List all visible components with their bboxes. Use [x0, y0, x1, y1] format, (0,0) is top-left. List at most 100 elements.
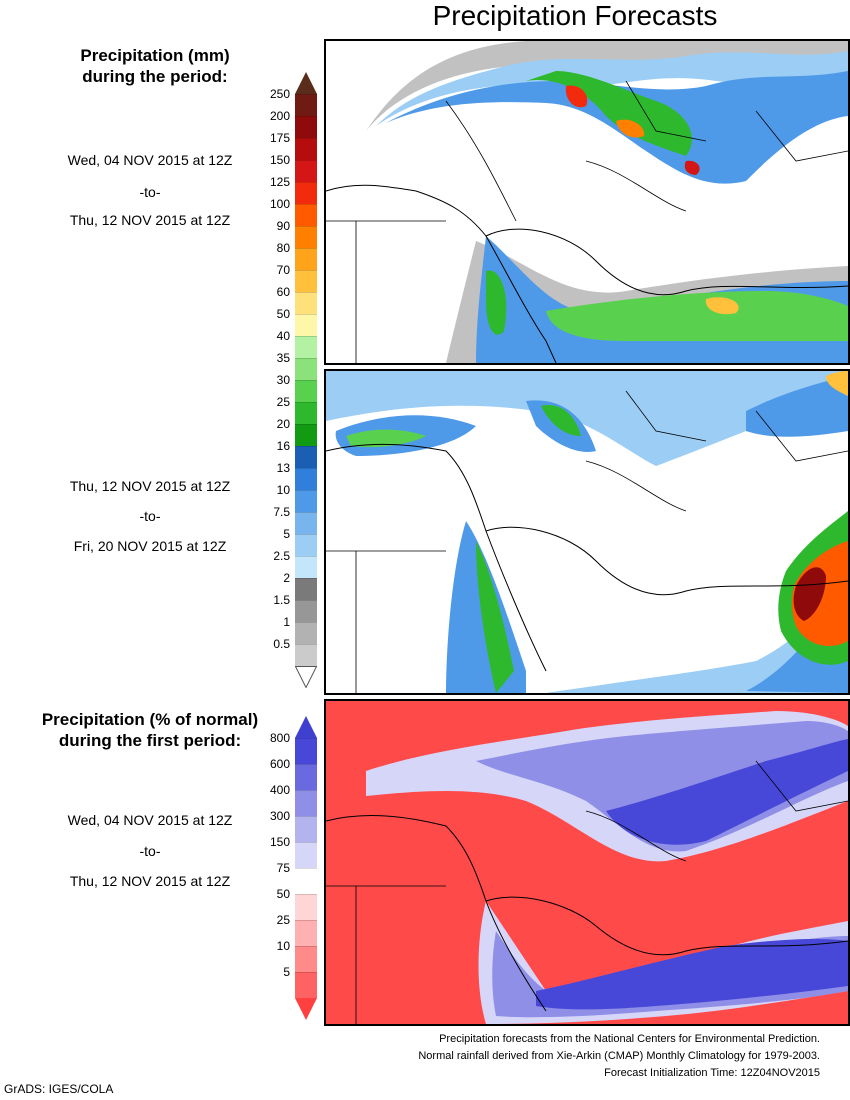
precip-map-period1 — [324, 39, 850, 365]
percent-legend-heading-line2: during the first period: — [58, 731, 242, 750]
legend-color-cell — [295, 490, 317, 512]
percent-normal-map — [324, 699, 850, 1026]
period3-start: Wed, 04 NOV 2015 at 12Z — [67, 812, 233, 828]
legend-color-cell — [295, 920, 317, 946]
legend-tick-label: 25 — [276, 913, 290, 927]
legend-tick-label: 35 — [276, 351, 290, 365]
footer-source-line: Precipitation forecasts from the Nationa… — [439, 1033, 820, 1045]
legend-color-cell — [295, 336, 317, 358]
legend-tick-label: 2 — [283, 571, 290, 585]
legend-tick-label: 10 — [276, 939, 290, 953]
legend-tick-label: 250 — [269, 87, 290, 101]
legend-color-cell — [295, 248, 317, 270]
legend-color-cell — [295, 972, 317, 998]
period1-end: Thu, 12 NOV 2015 at 12Z — [69, 212, 231, 228]
legend-color-cell — [295, 402, 317, 424]
legend-color-cell — [295, 424, 317, 446]
legend-tick-label: 150 — [269, 835, 290, 849]
legend-tick-label: 20 — [276, 417, 290, 431]
legend-color-cell — [295, 790, 317, 816]
footer-normal-line: Normal rainfall derived from Xie-Arkin (… — [418, 1050, 820, 1062]
legend-tick-label: 150 — [269, 153, 290, 167]
precip-scale-top-arrow — [295, 72, 317, 94]
legend-color-cell — [295, 292, 317, 314]
legend-tick-label: 300 — [269, 809, 290, 823]
precip-legend-heading-line1: Precipitation (mm) — [80, 46, 230, 65]
page-title: Precipitation Forecasts — [432, 0, 718, 31]
legend-color-cell — [295, 578, 317, 600]
legend-color-cell — [295, 270, 317, 292]
legend-tick-label: 0.5 — [273, 637, 290, 651]
legend-color-cell — [295, 556, 317, 578]
legend-tick-label: 2.5 — [273, 549, 290, 563]
precip-map-period2 — [324, 369, 850, 695]
legend-color-cell — [295, 894, 317, 920]
legend-tick-label: 1.5 — [273, 593, 290, 607]
footer-init-time: Forecast Initialization Time: 12Z04NOV20… — [604, 1067, 820, 1079]
legend-color-cell — [295, 314, 317, 336]
legend-tick-label: 60 — [276, 285, 290, 299]
percent-color-scale — [295, 716, 317, 1020]
legend-tick-label: 5 — [283, 965, 290, 979]
legend-color-cell — [295, 946, 317, 972]
legend-color-cell — [295, 816, 317, 842]
precip-legend-heading: Precipitation (mm) during the period: — [30, 45, 280, 87]
legend-tick-label: 13 — [276, 461, 290, 475]
legend-tick-label: 50 — [276, 887, 290, 901]
legend-tick-label: 30 — [276, 373, 290, 387]
legend-tick-label: 75 — [276, 861, 290, 875]
legend-color-cell — [295, 512, 317, 534]
legend-tick-label: 400 — [269, 783, 290, 797]
legend-color-cell — [295, 842, 317, 868]
legend-tick-label: 7.5 — [273, 505, 290, 519]
period1-start: Wed, 04 NOV 2015 at 12Z — [67, 152, 233, 168]
legend-color-cell — [295, 380, 317, 402]
legend-color-cell — [295, 534, 317, 556]
percent-normal-map-graphic — [326, 701, 848, 1024]
legend-tick-label: 10 — [276, 483, 290, 497]
legend-tick-label: 25 — [276, 395, 290, 409]
percent-scale-top-arrow — [295, 716, 317, 738]
legend-color-cell — [295, 204, 317, 226]
precip-map-period2-graphic — [326, 371, 848, 693]
percent-legend-heading: Precipitation (% of normal) during the f… — [20, 709, 280, 751]
legend-color-cell — [295, 182, 317, 204]
legend-color-cell — [295, 226, 317, 248]
legend-color-cell — [295, 138, 317, 160]
legend-tick-label: 50 — [276, 307, 290, 321]
legend-tick-label: 80 — [276, 241, 290, 255]
period2-start: Thu, 12 NOV 2015 at 12Z — [69, 478, 231, 494]
legend-tick-label: 800 — [269, 731, 290, 745]
period3-separator: -to- — [139, 843, 161, 859]
precip-scale-bottom-arrow-outline — [295, 666, 317, 688]
legend-color-cell — [295, 644, 317, 666]
legend-tick-label: 5 — [283, 527, 290, 541]
legend-color-cell — [295, 600, 317, 622]
period2-end: Fri, 20 NOV 2015 at 12Z — [73, 538, 227, 554]
precip-map-period1-graphic — [326, 41, 848, 363]
legend-color-cell — [295, 160, 317, 182]
legend-tick-label: 90 — [276, 219, 290, 233]
legend-color-cell — [295, 446, 317, 468]
legend-color-cell — [295, 622, 317, 644]
legend-tick-label: 1 — [283, 615, 290, 629]
legend-tick-label: 600 — [269, 757, 290, 771]
legend-tick-label: 125 — [269, 175, 290, 189]
legend-color-cell — [295, 764, 317, 790]
legend-color-cell — [295, 116, 317, 138]
legend-tick-label: 100 — [269, 197, 290, 211]
legend-tick-label: 16 — [276, 439, 290, 453]
legend-color-cell — [295, 468, 317, 490]
legend-color-cell — [295, 738, 317, 764]
percent-legend-heading-line1: Precipitation (% of normal) — [41, 710, 259, 729]
grads-credit: GrADS: IGES/COLA — [4, 1082, 114, 1096]
period3-end: Thu, 12 NOV 2015 at 12Z — [69, 873, 231, 889]
precip-color-scale — [295, 72, 317, 688]
legend-color-cell — [295, 868, 317, 894]
percent-scale-bottom-arrow — [295, 998, 317, 1020]
period2-separator: -to- — [139, 508, 161, 524]
legend-tick-label: 40 — [276, 329, 290, 343]
legend-tick-label: 70 — [276, 263, 290, 277]
legend-tick-label: 200 — [269, 109, 290, 123]
legend-tick-label: 175 — [269, 131, 290, 145]
